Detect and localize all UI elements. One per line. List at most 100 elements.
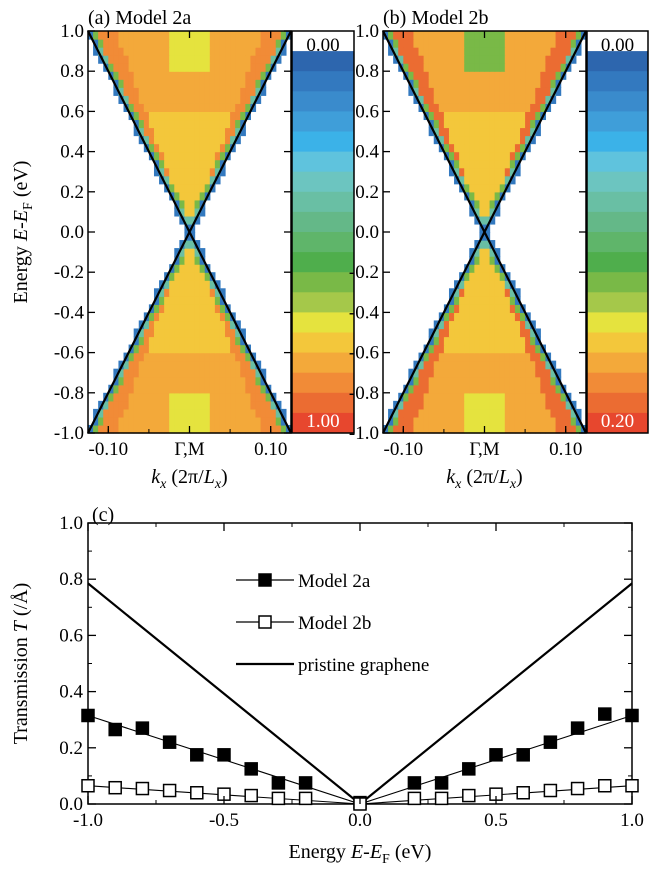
heatmap-cell: [509, 71, 516, 80]
heatmap-cell: [174, 256, 180, 265]
y-tick-label: 0.6: [355, 101, 379, 122]
heatmap-cell: [489, 280, 496, 289]
heatmap-cell: [184, 400, 191, 410]
heatmap-cell: [454, 384, 460, 394]
heatmap-cell: [199, 344, 206, 354]
heatmap-cell: [174, 55, 180, 64]
heatmap-cell: [240, 416, 246, 426]
heatmap-cell: [225, 127, 231, 137]
heatmap-cell: [123, 95, 130, 104]
heatmap-cell: [189, 248, 196, 257]
heatmap-cell: [209, 424, 216, 434]
heatmap-cell: [179, 296, 186, 305]
heatmap-cell: [418, 384, 425, 394]
heatmap-cell: [525, 320, 531, 330]
heatmap-cell: [245, 368, 251, 378]
heatmap-cell: [469, 111, 475, 121]
heatmap-cell: [159, 79, 165, 88]
heatmap-cell: [474, 31, 481, 40]
heatmap-cell: [479, 207, 486, 217]
heatmap-cell: [459, 87, 465, 96]
heatmap-cell: [423, 368, 430, 378]
heatmap-cell: [530, 39, 536, 48]
heatmap-cell: [530, 135, 536, 145]
heatmap-cell: [530, 376, 536, 386]
heatmap-cell: [448, 360, 455, 370]
heatmap-cell: [179, 87, 186, 96]
heatmap-cell: [464, 31, 470, 40]
heatmap-cell: [448, 296, 455, 305]
heatmap-cell: [235, 352, 241, 362]
heatmap-cell: [189, 215, 196, 225]
heatmap-cell: [133, 336, 140, 346]
heatmap-cell: [433, 31, 440, 40]
heatmap-cell: [484, 256, 491, 265]
heatmap-cell: [489, 199, 496, 209]
heatmap-cell: [189, 416, 196, 426]
heatmap-cell: [133, 360, 140, 370]
heatmap-cell: [504, 47, 511, 56]
heatmap-cell: [174, 312, 180, 322]
heatmap-cell: [153, 63, 160, 72]
heatmap-cell: [169, 368, 175, 378]
heatmap-cell: [514, 384, 521, 394]
heatmap-cell: [408, 400, 415, 410]
heatmap-cell: [530, 63, 536, 72]
heatmap-cell: [184, 71, 191, 80]
heatmap-cell: [494, 191, 501, 201]
heatmap-cell: [443, 47, 450, 56]
heatmap-cell: [204, 296, 211, 305]
heatmap-cell: [240, 424, 246, 434]
heatmap-cell: [494, 320, 501, 330]
heatmap-cell: [408, 71, 415, 80]
heatmap-cell: [199, 376, 206, 386]
heatmap-cell: [113, 376, 120, 386]
heatmap-cell: [509, 127, 516, 137]
heatmap-cell: [484, 63, 491, 72]
heatmap-cell: [209, 103, 216, 112]
heatmap-cell: [225, 384, 231, 394]
heatmap-cell: [454, 95, 460, 104]
heatmap-cell: [433, 368, 440, 378]
heatmap-cell: [489, 63, 496, 72]
heatmap-cell: [204, 320, 211, 330]
heatmap-cell: [133, 400, 140, 410]
heatmap-cell: [443, 39, 450, 48]
heatmap-cell: [148, 408, 155, 418]
heatmap-cell: [403, 408, 409, 418]
heatmap-cell: [133, 79, 140, 88]
heatmap-cell: [189, 207, 196, 217]
heatmap-cell: [403, 392, 409, 402]
heatmap-cell: [520, 39, 526, 48]
heatmap-cell: [530, 119, 536, 129]
heatmap-cell: [184, 272, 191, 281]
data-point-model-2b: [434, 791, 449, 806]
heatmap-cell: [255, 87, 262, 96]
heatmap-cell: [240, 31, 246, 40]
heatmap-cell: [194, 296, 201, 305]
heatmap-cell: [413, 368, 420, 378]
heatmap-cell: [535, 400, 541, 410]
heatmap-cell: [494, 151, 501, 161]
heatmap-cell: [159, 416, 165, 426]
data-point-model-2a: [162, 735, 177, 749]
heatmap-cell: [219, 320, 226, 330]
y-tick-label: 0.2: [60, 182, 84, 203]
heatmap-cell: [438, 63, 445, 72]
heatmap-cell: [520, 384, 526, 394]
heatmap-cell: [148, 47, 155, 56]
heatmap-cell: [138, 336, 145, 346]
heatmap-cell: [479, 103, 486, 112]
heatmap-cell: [103, 39, 109, 48]
heatmap-cell: [469, 159, 475, 169]
heatmap-cell: [454, 296, 460, 305]
heatmap-cell: [479, 55, 486, 64]
heatmap-cell: [235, 336, 241, 346]
heatmap-cell: [459, 71, 465, 80]
heatmap-cell: [499, 71, 506, 80]
heatmap-cell: [153, 400, 160, 410]
heatmap-cell: [133, 103, 140, 112]
heatmap-cell: [489, 424, 496, 434]
heatmap-cell: [204, 344, 211, 354]
heatmap-cell: [174, 31, 180, 40]
